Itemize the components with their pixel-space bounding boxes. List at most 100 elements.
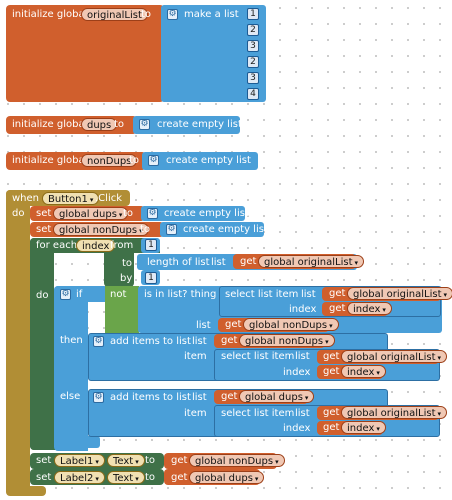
init-originallist-block[interactable] [6, 5, 164, 102]
from-label: from [110, 240, 134, 251]
component-name: Button1 [48, 194, 88, 205]
component-dropdown[interactable]: Button1 ▾ [42, 192, 100, 205]
to-label: to [145, 455, 156, 466]
set-label: set [36, 455, 52, 466]
var-name-field[interactable]: nonDups [81, 154, 138, 167]
is-in-list-label: is in list? thing [144, 289, 217, 300]
chevron-down-icon: ▾ [382, 306, 386, 314]
get-var-dropdown[interactable]: index ▾ [341, 365, 386, 378]
by-number[interactable]: 1 [145, 272, 157, 284]
get-var-dropdown[interactable]: global dups ▾ [189, 471, 265, 484]
gear-icon[interactable]: ⚙ [93, 392, 104, 403]
length-of-list-label: length of list [147, 257, 210, 268]
chevron-down-icon: ▾ [437, 410, 442, 418]
index-label: index [289, 304, 317, 315]
component-name: Label2 [60, 473, 94, 484]
add-items-label: add items to list [110, 392, 191, 403]
list-item-value[interactable]: 3 [247, 72, 259, 84]
gear-icon[interactable]: ⚙ [167, 9, 178, 20]
set-label: set [36, 208, 52, 219]
var-name-text: global nonDups [59, 225, 138, 236]
property-dropdown[interactable]: Text ▾ [107, 454, 145, 467]
list-item-value[interactable]: 2 [247, 56, 259, 68]
index-label: index [283, 423, 311, 434]
list-item-value[interactable]: 4 [247, 88, 259, 100]
chevron-down-icon: ▾ [135, 458, 139, 466]
get-var-dropdown[interactable]: index ▾ [341, 421, 386, 434]
list-label: list [301, 289, 316, 300]
var-dropdown[interactable]: global dups ▾ [53, 207, 129, 220]
list-item-value[interactable]: 2 [247, 24, 259, 36]
to-label: to [140, 224, 151, 235]
get-var-dropdown[interactable]: global dups ▾ [239, 390, 315, 403]
get-label: get [329, 303, 346, 314]
get-var-dropdown[interactable]: global nonDups ▾ [243, 318, 339, 331]
get-label: get [171, 455, 188, 466]
var-name-text: global originalList [347, 408, 436, 419]
gear-icon[interactable]: ⚙ [60, 289, 71, 300]
if-bottom [54, 436, 100, 448]
get-var-dropdown[interactable]: index ▾ [347, 302, 392, 315]
create-empty-list-block[interactable] [141, 206, 245, 221]
gear-icon[interactable]: ⚙ [139, 119, 150, 130]
get-var-dropdown[interactable]: global nonDups ▾ [239, 334, 335, 347]
init-label: initialize global [12, 155, 88, 166]
var-name-field[interactable]: dups [81, 118, 118, 131]
create-empty-list-block[interactable] [142, 152, 258, 170]
list-item-value[interactable]: 3 [247, 40, 259, 52]
get-var-dropdown[interactable]: global nonDups ▾ [189, 454, 285, 467]
event-do-spine [6, 190, 30, 495]
list-item-value[interactable]: 1 [247, 8, 259, 20]
var-name-field[interactable]: originalList [81, 8, 148, 21]
chevron-down-icon: ▾ [139, 227, 143, 235]
chevron-down-icon: ▾ [376, 369, 380, 377]
component-dropdown[interactable]: Label1 ▾ [54, 454, 105, 467]
create-empty-list-block[interactable] [160, 222, 264, 237]
property-name: Text [113, 456, 134, 467]
to-label: to [114, 119, 125, 130]
get-var-dropdown[interactable]: global originalList ▾ [258, 255, 365, 268]
chevron-down-icon: ▾ [354, 259, 359, 267]
var-name-text: dups [87, 120, 112, 131]
get-var-dropdown[interactable]: global originalList ▾ [341, 350, 448, 363]
gear-icon[interactable]: ⚙ [166, 224, 177, 235]
for-each-bottom [30, 440, 70, 450]
loop-var-field[interactable]: index [76, 239, 116, 252]
gear-icon[interactable]: ⚙ [93, 336, 104, 347]
get-var-dropdown[interactable]: global originalList ▾ [341, 406, 448, 419]
property-dropdown[interactable]: Text ▾ [107, 471, 145, 484]
event-bottom-bar [6, 486, 46, 496]
from-number[interactable]: 1 [145, 239, 157, 251]
chevron-down-icon: ▾ [95, 475, 99, 483]
gear-icon[interactable]: ⚙ [147, 208, 158, 219]
var-name-text: global originalList [347, 352, 436, 363]
click-event-label: .Click [95, 193, 123, 204]
chevron-down-icon: ▾ [304, 394, 309, 402]
gear-icon[interactable]: ⚙ [148, 155, 159, 166]
list-label: list [192, 392, 207, 403]
init-label: initialize global [12, 119, 88, 130]
chevron-down-icon: ▾ [275, 458, 279, 466]
then-label: then [60, 335, 83, 346]
var-name-text: global nonDups [245, 336, 324, 347]
loop-var-text: index [82, 241, 110, 252]
if-label: if [76, 289, 83, 300]
chevron-down-icon: ▾ [329, 322, 333, 330]
for-each-label: for each [36, 240, 78, 251]
var-dropdown[interactable]: global nonDups ▾ [53, 223, 149, 236]
to-label: to [123, 208, 134, 219]
if-spine [54, 286, 88, 451]
get-label: get [171, 472, 188, 483]
component-dropdown[interactable]: Label2 ▾ [54, 471, 105, 484]
list-label: list [295, 408, 310, 419]
not-block[interactable] [105, 286, 139, 333]
when-label: when [12, 193, 40, 204]
item-label: item [184, 408, 207, 419]
create-empty-list-block[interactable] [133, 116, 240, 134]
get-label: get [323, 407, 340, 418]
get-label: get [323, 351, 340, 362]
to-label: to [122, 258, 133, 269]
var-name-text: global nonDups [195, 456, 274, 467]
get-var-dropdown[interactable]: global originalList ▾ [347, 287, 452, 300]
chevron-down-icon: ▾ [254, 475, 259, 483]
